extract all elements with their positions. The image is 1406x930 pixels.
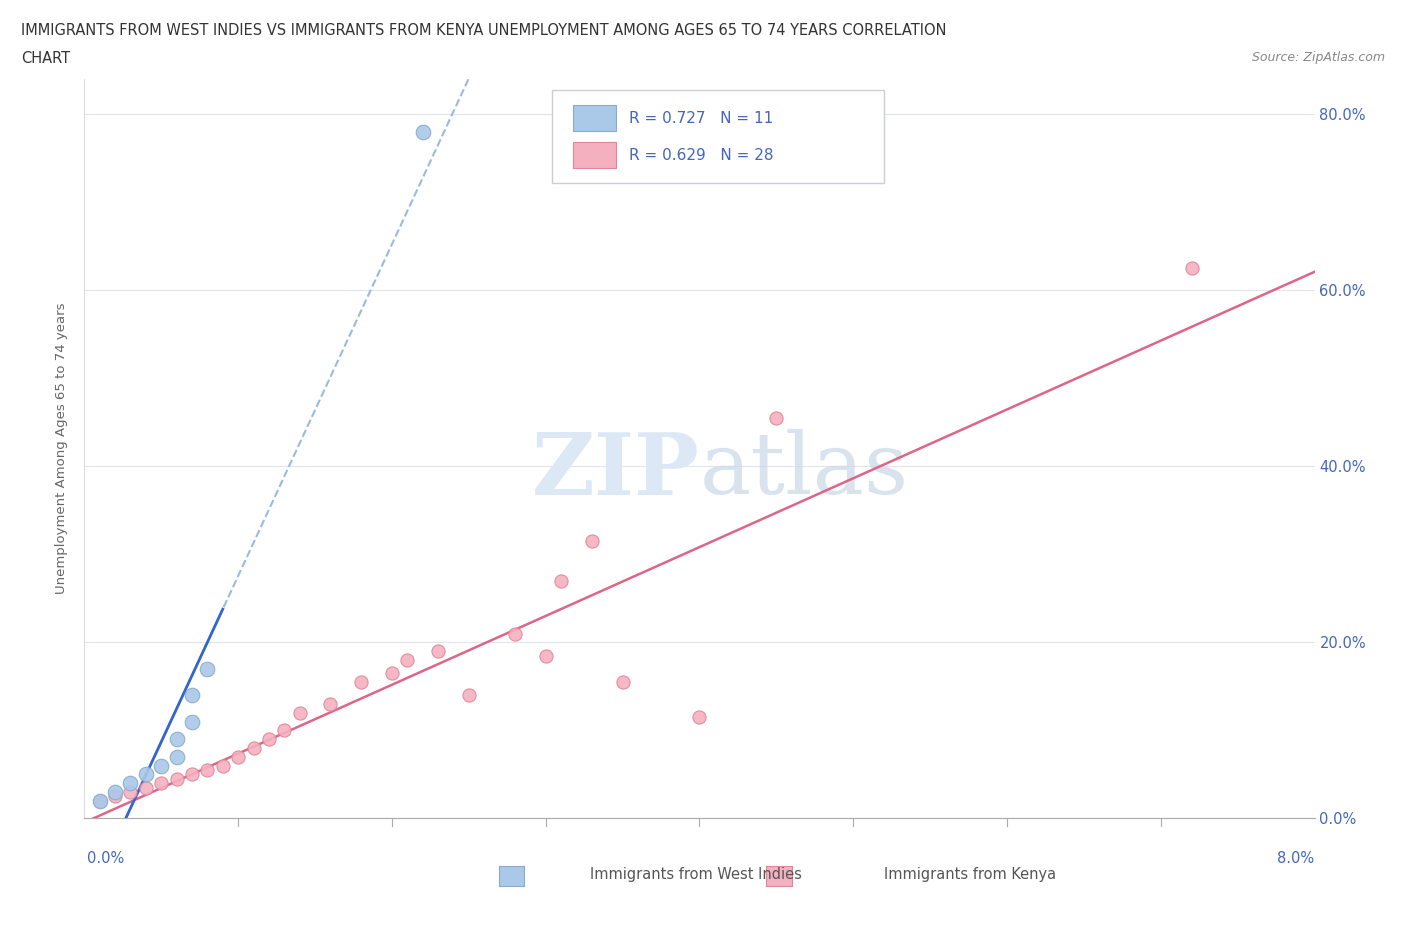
Point	[120, 785, 142, 800]
Text: ZIP: ZIP	[531, 429, 700, 513]
Point	[104, 789, 127, 804]
Point	[288, 705, 311, 720]
Point	[166, 750, 188, 764]
Point	[1181, 260, 1204, 275]
Point	[89, 793, 111, 808]
Point	[534, 648, 557, 663]
Point	[166, 771, 188, 786]
Point	[319, 697, 342, 711]
Bar	[572, 142, 616, 167]
Text: R = 0.727   N = 11: R = 0.727 N = 11	[630, 111, 773, 126]
Point	[503, 626, 526, 641]
Point	[581, 534, 603, 549]
Point	[197, 763, 219, 777]
Point	[181, 714, 204, 729]
Point	[166, 732, 188, 747]
Point	[150, 758, 173, 773]
Text: 0.0%: 0.0%	[87, 851, 124, 866]
Point	[197, 661, 219, 676]
Point	[612, 674, 634, 689]
Point	[381, 666, 404, 681]
Point	[427, 644, 450, 658]
Y-axis label: Unemployment Among Ages 65 to 74 years: Unemployment Among Ages 65 to 74 years	[55, 303, 69, 594]
Point	[150, 776, 173, 790]
Point	[273, 723, 295, 737]
Text: Immigrants from West Indies: Immigrants from West Indies	[591, 867, 801, 882]
Point	[135, 767, 157, 782]
Point	[181, 767, 204, 782]
Point	[396, 653, 419, 668]
Text: R = 0.629   N = 28: R = 0.629 N = 28	[630, 148, 773, 163]
Point	[181, 688, 204, 703]
Point	[104, 785, 127, 800]
Point	[689, 710, 711, 724]
Text: Source: ZipAtlas.com: Source: ZipAtlas.com	[1251, 51, 1385, 64]
Text: CHART: CHART	[21, 51, 70, 66]
Text: 8.0%: 8.0%	[1278, 851, 1315, 866]
Point	[412, 125, 434, 140]
Text: IMMIGRANTS FROM WEST INDIES VS IMMIGRANTS FROM KENYA UNEMPLOYMENT AMONG AGES 65 : IMMIGRANTS FROM WEST INDIES VS IMMIGRANT…	[21, 23, 946, 38]
Point	[765, 410, 787, 425]
Point	[350, 674, 373, 689]
Point	[457, 688, 479, 703]
Point	[135, 780, 157, 795]
Text: atlas: atlas	[700, 430, 908, 512]
Point	[242, 740, 264, 755]
Point	[257, 732, 280, 747]
Point	[226, 750, 249, 764]
Bar	[572, 105, 616, 131]
Point	[550, 573, 572, 588]
Text: Immigrants from Kenya: Immigrants from Kenya	[884, 867, 1056, 882]
FancyBboxPatch shape	[553, 90, 884, 182]
Point	[120, 776, 142, 790]
Point	[89, 793, 111, 808]
Point	[211, 758, 233, 773]
